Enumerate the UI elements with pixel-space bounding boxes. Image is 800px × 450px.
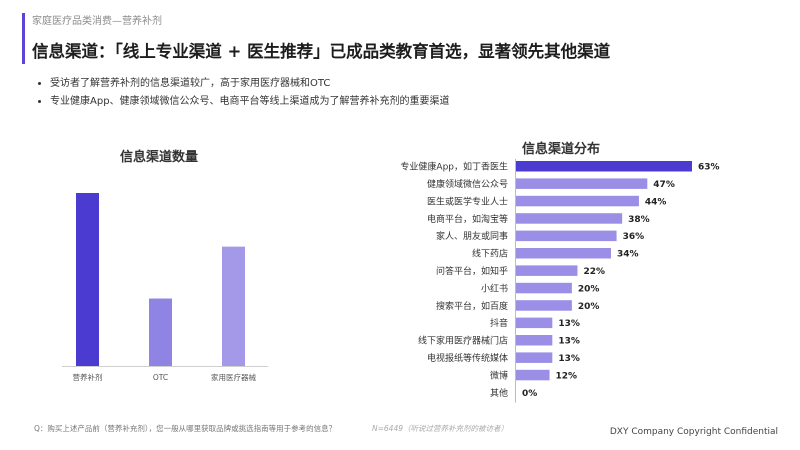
bar-小红书 <box>516 282 572 294</box>
category-label: 医生或医学专业人士 <box>427 195 508 207</box>
value-label: 13% <box>558 354 580 364</box>
accent-bar <box>22 13 25 64</box>
value-label: 38% <box>628 215 650 225</box>
bar-营养补剂 <box>76 193 99 366</box>
bar-家用医疗器械 <box>222 246 245 366</box>
bar-OTC <box>149 298 172 366</box>
category-label: 电视报纸等传统媒体 <box>427 352 508 364</box>
bar-专业健康App，如丁香医生 <box>516 161 692 172</box>
category-label: 家人、朋友或同事 <box>436 230 508 242</box>
category-label: 问答平台，如知乎 <box>436 265 508 277</box>
bar-家人、朋友或同事 <box>516 230 617 242</box>
category-label: 小红书 <box>481 282 508 294</box>
value-label: 36% <box>623 232 645 242</box>
category-label: 微博 <box>490 369 508 381</box>
x-tick-label: 家用医疗器械 <box>211 372 256 382</box>
page-title: 信息渠道：「线上专业渠道 + 医生推荐」已成品类教育首选，显著领先其他渠道 <box>32 42 611 61</box>
bar-抖音 <box>516 317 553 329</box>
bullet-item: 受访者了解营养补剂的信息渠道较广，高于家用医疗器械和OTC <box>50 75 450 93</box>
bar-微博 <box>516 369 550 381</box>
footnote-sample: N=6449（听说过营养补充剂的被访者） <box>372 424 508 433</box>
copyright: DXY Company Copyright Confidential <box>609 427 778 437</box>
bar-线下药店 <box>516 248 611 259</box>
bar-健康领域微信公众号 <box>516 178 648 189</box>
category-label: 其他 <box>490 387 508 399</box>
value-label: 63% <box>698 163 720 173</box>
bullet-item: 专业健康App、健康领域微信公众号、电商平台等线上渠道成为了解营养补充剂的重要渠… <box>50 93 450 111</box>
x-tick-label: 营养补剂 <box>73 372 103 382</box>
bar-线下家用医疗器械门店 <box>516 335 553 346</box>
category-label: 搜索平台，如百度 <box>436 300 508 312</box>
bar-搜索平台，如百度 <box>516 300 572 311</box>
bullet-list: 受访者了解营养补剂的信息渠道较广，高于家用医疗器械和OTC 专业健康App、健康… <box>36 75 450 111</box>
bar-医生或医学专业人士 <box>516 195 639 207</box>
value-label: 13% <box>558 319 580 329</box>
footnote-question: Q：购买上述产品前（营养补充剂），您一般从哪里获取品牌或挑选指南等用于参考的信息… <box>34 424 337 433</box>
left-chart-title: 信息渠道数量 <box>120 150 199 165</box>
category-label: 专业健康App，如丁香医生 <box>400 161 508 173</box>
category-label: 线下家用医疗器械门店 <box>418 335 508 347</box>
value-label: 0% <box>522 389 537 399</box>
bar-问答平台，如知乎 <box>516 265 578 276</box>
right-chart-title: 信息渠道分布 <box>522 142 601 157</box>
value-label: 34% <box>617 250 639 260</box>
value-label: 12% <box>556 371 578 381</box>
value-label: 44% <box>645 197 667 207</box>
value-label: 47% <box>653 180 675 190</box>
x-tick-label: OTC <box>153 373 168 382</box>
value-label: 13% <box>558 337 580 347</box>
value-label: 20% <box>578 302 600 312</box>
value-label: 22% <box>583 267 605 277</box>
bar-电视报纸等传统媒体 <box>516 352 553 363</box>
category-label: 线下药店 <box>472 248 508 260</box>
bar-电商平台，如淘宝等 <box>516 213 623 224</box>
category-label: 电商平台，如淘宝等 <box>427 213 508 225</box>
category-label: 抖音 <box>490 317 508 329</box>
value-label: 20% <box>578 284 600 294</box>
breadcrumb: 家庭医疗品类消费—营养补剂 <box>32 16 162 27</box>
category-label: 健康领域微信公众号 <box>427 178 508 190</box>
